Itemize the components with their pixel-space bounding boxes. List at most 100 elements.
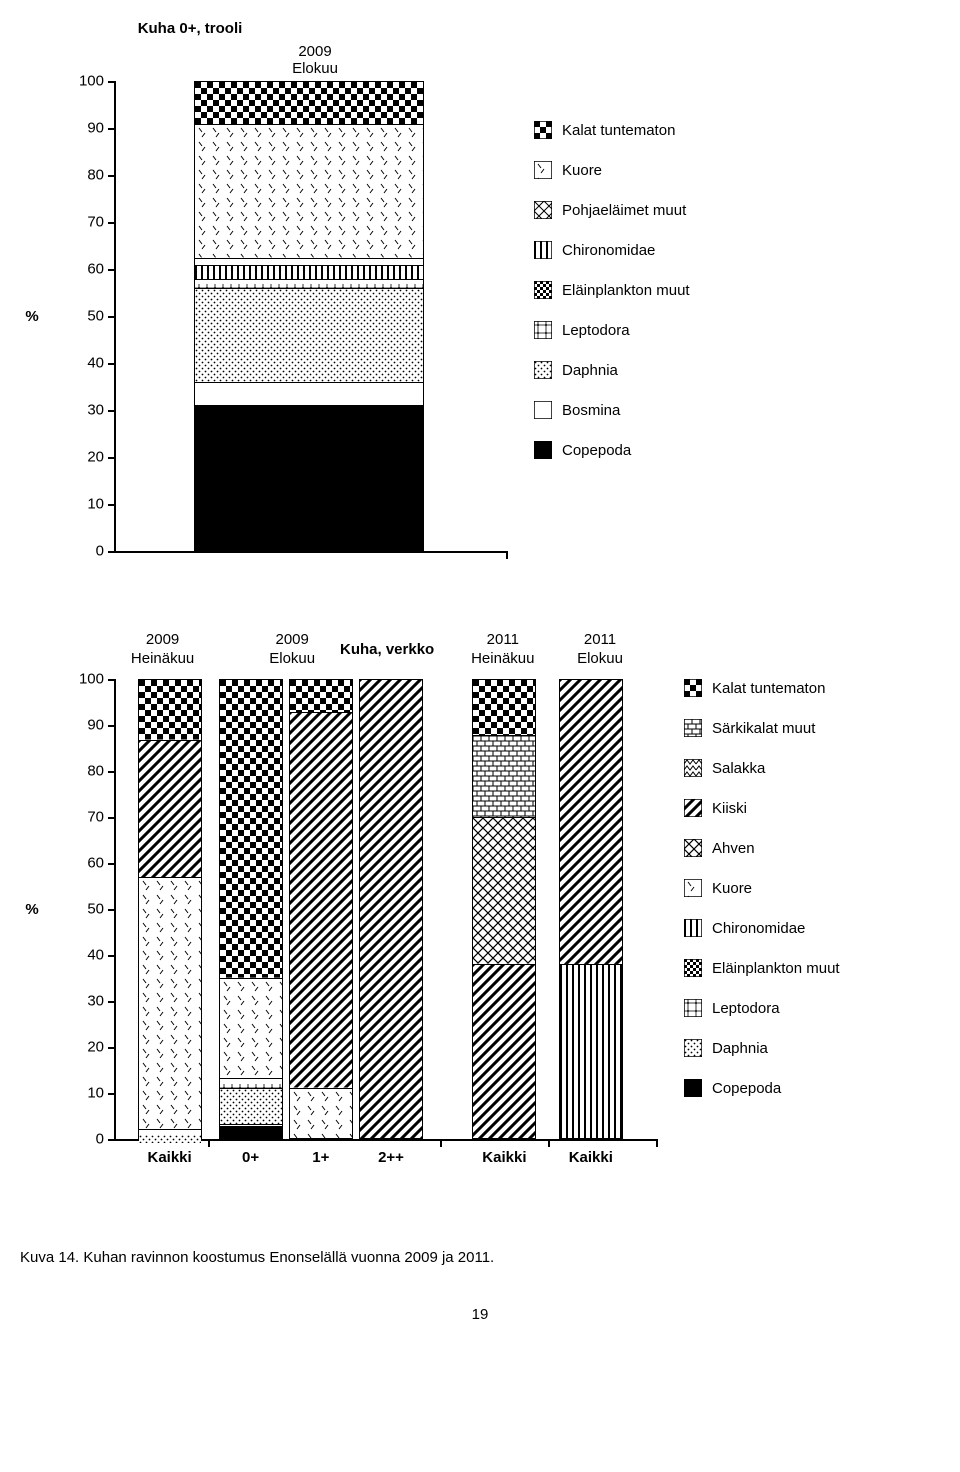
chart1-plot: 0102030405060708090100	[114, 81, 506, 553]
segment-kiiski	[473, 964, 535, 1138]
segment-chironomidae	[560, 964, 622, 1138]
chart1-subtitle-2: Elokuu	[200, 60, 430, 77]
chart2-title: Kuha, verkko	[340, 641, 434, 658]
legend-item-copepoda: Copepoda	[534, 441, 690, 459]
segment-pohjaelaimet_muut	[195, 258, 423, 265]
ahven-swatch	[684, 839, 702, 857]
ytick-label: 90	[87, 120, 116, 137]
figure-caption: Kuva 14. Kuhan ravinnon koostumus Enonse…	[20, 1249, 940, 1266]
chart2-ylabel: %	[20, 679, 44, 1139]
legend-item-kuore: Kuore	[684, 879, 840, 897]
segment-kuore	[139, 877, 201, 1129]
ytick-label: 40	[87, 947, 116, 964]
x-category: Kaikki	[482, 1139, 526, 1166]
chironomidae-swatch	[534, 241, 552, 259]
ytick-label: 90	[87, 717, 116, 734]
ytick-label: 10	[87, 496, 116, 513]
chart1-bar	[194, 81, 424, 551]
legend-item-daphnia: Daphnia	[684, 1039, 840, 1057]
group-label: 2009Heinäkuu	[131, 631, 194, 669]
x-category: 2++	[378, 1139, 404, 1166]
legend-label: Salakka	[712, 760, 765, 777]
legend-item-elainplankton_muut: Eläinplankton muut	[684, 959, 840, 977]
chart2-bar-0	[138, 679, 202, 1139]
segment-kuore	[220, 978, 282, 1079]
ytick-label: 70	[87, 809, 116, 826]
ytick-label: 80	[87, 763, 116, 780]
elainplankton_muut-swatch	[534, 281, 552, 299]
ytick-label: 60	[87, 261, 116, 278]
segment-sarkikalat_muut	[473, 735, 535, 817]
ytick-label: 80	[87, 167, 116, 184]
segment-chironomidae	[195, 265, 423, 279]
chart2-bar-4	[472, 679, 536, 1139]
segment-daphnia	[220, 1088, 282, 1125]
segment-copepoda	[195, 405, 423, 550]
segment-kiiski	[360, 680, 422, 1138]
segment-leptodora	[195, 279, 423, 288]
ytick-label: 10	[87, 1085, 116, 1102]
legend-item-leptodora: Leptodora	[684, 999, 840, 1017]
legend-label: Kalat tuntematon	[712, 680, 825, 697]
legend-label: Bosmina	[562, 402, 620, 419]
segment-kuore	[195, 124, 423, 257]
segment-copepoda	[220, 1124, 282, 1138]
salakka-swatch	[684, 759, 702, 777]
ytick-label: 50	[87, 308, 116, 325]
legend-label: Leptodora	[562, 322, 630, 339]
x-category: Kaikki	[569, 1139, 613, 1166]
elainplankton_muut-swatch	[684, 959, 702, 977]
group-label: 2009Elokuu	[269, 631, 315, 669]
kiiski-swatch	[684, 799, 702, 817]
daphnia-swatch	[534, 361, 552, 379]
legend-label: Daphnia	[712, 1040, 768, 1057]
legend-label: Leptodora	[712, 1000, 780, 1017]
kuore-swatch	[534, 161, 552, 179]
segment-daphnia	[139, 1129, 201, 1138]
ytick-label: 0	[96, 543, 116, 560]
legend-item-leptodora: Leptodora	[534, 321, 690, 339]
segment-leptodora	[220, 1078, 282, 1087]
legend-item-bosmina: Bosmina	[534, 401, 690, 419]
x-category: 1+	[312, 1139, 329, 1166]
chart2-bar-5	[559, 679, 623, 1139]
legend-item-pohjaelaimet_muut: Pohjaeläimet muut	[534, 201, 690, 219]
chart2-bar-2	[289, 679, 353, 1139]
chart2-bar-3	[359, 679, 423, 1139]
legend-item-salakka: Salakka	[684, 759, 840, 777]
segment-kalat_tuntematon	[139, 680, 201, 740]
chart1-subtitle-1: 2009	[200, 43, 430, 60]
ytick-label: 20	[87, 449, 116, 466]
chart1-legend: Kalat tuntematon Kuore Pohjaeläimet muut Ch…	[534, 121, 690, 459]
daphnia-swatch	[684, 1039, 702, 1057]
ytick-label: 0	[96, 1131, 116, 1148]
legend-label: Copepoda	[712, 1080, 781, 1097]
group-label: 2011Heinäkuu	[471, 631, 534, 669]
group-label: 2011Elokuu	[577, 631, 623, 669]
sarkikalat_muut-swatch	[684, 719, 702, 737]
kalat_tuntematon-swatch	[534, 121, 552, 139]
legend-item-chironomidae: Chironomidae	[534, 241, 690, 259]
legend-item-daphnia: Daphnia	[534, 361, 690, 379]
chart2-legend: Kalat tuntematonSärkikalat muutSalakkaKi…	[684, 679, 840, 1097]
segment-kiiski	[139, 740, 201, 877]
legend-label: Kalat tuntematon	[562, 122, 675, 139]
x-category: Kaikki	[147, 1139, 191, 1166]
segment-bosmina	[195, 382, 423, 405]
legend-item-chironomidae: Chironomidae	[684, 919, 840, 937]
copepoda-swatch	[534, 441, 552, 459]
legend-item-kuore: Kuore	[534, 161, 690, 179]
legend-label: Eläinplankton muut	[712, 960, 840, 977]
x-category: 0+	[242, 1139, 259, 1166]
ytick-label: 40	[87, 355, 116, 372]
chart1-ylabel: %	[20, 81, 44, 551]
legend-label: Eläinplankton muut	[562, 282, 690, 299]
kuore-swatch	[684, 879, 702, 897]
legend-label: Kuore	[712, 880, 752, 897]
chart1-title: Kuha 0+, trooli	[40, 20, 340, 37]
ytick-label: 100	[79, 73, 116, 90]
bosmina-swatch	[534, 401, 552, 419]
legend-item-elainplankton_muut: Eläinplankton muut	[534, 281, 690, 299]
ytick-label: 20	[87, 1039, 116, 1056]
kalat_tuntematon-swatch	[684, 679, 702, 697]
